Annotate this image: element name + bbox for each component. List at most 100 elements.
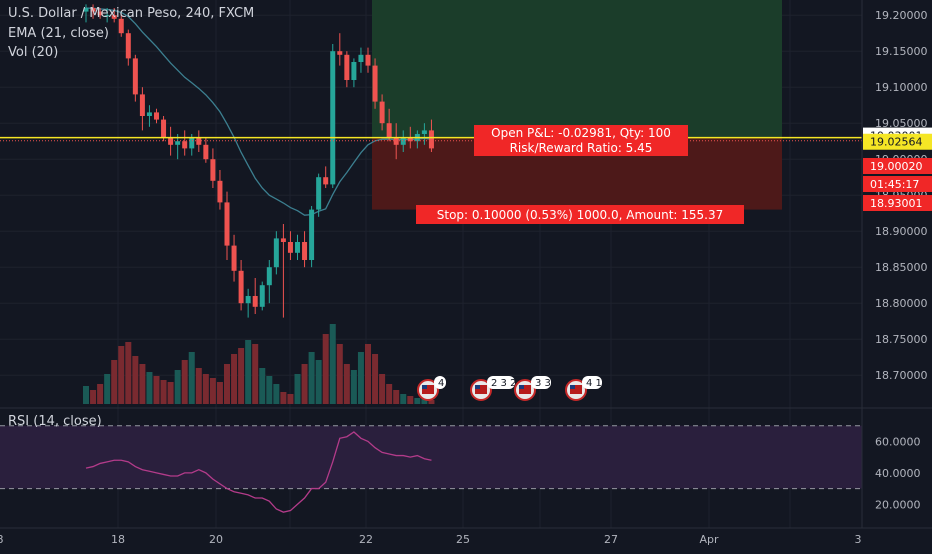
candle-body bbox=[428, 130, 434, 149]
candle-body bbox=[287, 242, 293, 253]
event-count-bg bbox=[487, 376, 515, 389]
volume-bar bbox=[400, 394, 407, 404]
price-tick-label: 19.15000 bbox=[875, 45, 928, 58]
volume-bar bbox=[308, 352, 315, 404]
event-icons: 4 2 3 2 3 3 4 1 bbox=[417, 376, 602, 401]
volume-bar bbox=[231, 354, 238, 404]
rsi-tick-label: 60.0000 bbox=[875, 435, 921, 448]
candle-body bbox=[238, 270, 244, 304]
candle-body bbox=[83, 8, 89, 12]
volume-bar bbox=[153, 376, 160, 404]
candle-body bbox=[245, 296, 251, 304]
rsi-tick-label: 40.0000 bbox=[875, 467, 921, 480]
volume-bar bbox=[139, 364, 146, 404]
candle-body bbox=[421, 130, 427, 134]
volume-bar bbox=[365, 344, 371, 404]
flag-stripes bbox=[422, 385, 434, 394]
red-price-badge: 19.00020 bbox=[870, 160, 923, 173]
candles bbox=[83, 4, 434, 318]
candle-body bbox=[379, 101, 385, 124]
candle-body bbox=[280, 238, 286, 242]
volume-bar bbox=[329, 324, 336, 404]
volume-bar bbox=[407, 396, 414, 404]
volume-bar bbox=[104, 374, 111, 404]
candle-body bbox=[154, 112, 159, 120]
ema-line bbox=[85, 7, 432, 216]
time-tick-label: Apr bbox=[699, 533, 719, 546]
rsi-panel bbox=[0, 407, 932, 513]
candle-body bbox=[203, 144, 209, 160]
countdown-badge: 01:45:17 bbox=[870, 178, 919, 191]
candle-body bbox=[118, 18, 124, 34]
volume-bar bbox=[202, 374, 209, 404]
time-tick-label: 8 bbox=[0, 533, 4, 546]
candle-body bbox=[189, 137, 195, 149]
volume-bar bbox=[216, 382, 223, 404]
volume-bar bbox=[252, 344, 259, 404]
vol-legend: Vol (20) bbox=[8, 45, 59, 60]
volume-bar bbox=[146, 372, 153, 404]
candle-body bbox=[302, 242, 308, 260]
volume-bar bbox=[315, 360, 322, 404]
ema-line bbox=[85, 7, 432, 216]
flag-stripes bbox=[570, 385, 582, 394]
stop-label: Stop: 0.10000 (0.53%) 1000.0, Amount: 15… bbox=[437, 208, 724, 222]
volume-bar bbox=[294, 374, 301, 404]
price-tick-label: 18.70000 bbox=[875, 369, 928, 382]
ema-legend: EMA (21, close) bbox=[8, 26, 109, 41]
volume-bar bbox=[195, 368, 202, 404]
volume-bar bbox=[350, 370, 357, 404]
target-zone bbox=[372, 0, 782, 138]
stop-price-badge-bg bbox=[863, 195, 932, 211]
candle-body bbox=[259, 285, 265, 307]
candle-body bbox=[132, 58, 138, 95]
candle-body bbox=[90, 8, 96, 12]
candle-body bbox=[337, 51, 343, 55]
last-price-badge-bg bbox=[863, 133, 932, 150]
price-tick-label: 19.10000 bbox=[875, 81, 928, 94]
candle-body bbox=[175, 141, 181, 145]
candle-body bbox=[323, 177, 329, 185]
candle-body bbox=[372, 65, 378, 102]
red-price-badge-bg bbox=[863, 158, 932, 174]
position-lines bbox=[0, 136, 862, 142]
candle-body bbox=[252, 296, 258, 307]
flag-canton bbox=[422, 385, 427, 389]
candle-body bbox=[407, 137, 413, 142]
candle-body bbox=[273, 238, 279, 268]
symbol-title: U.S. Dollar / Mexican Peso, 240, FXCM bbox=[8, 6, 255, 21]
price-tick-label: 19.20000 bbox=[875, 9, 928, 22]
volume-bar bbox=[111, 360, 118, 404]
time-tick-label: 27 bbox=[604, 533, 618, 546]
stop-price-badge: 18.93001 bbox=[870, 197, 923, 210]
event-count-bg bbox=[582, 376, 602, 389]
candle-body bbox=[161, 119, 167, 138]
candle-body bbox=[400, 137, 406, 145]
candle-body bbox=[125, 33, 131, 59]
volume-bar bbox=[372, 354, 379, 404]
pnl-label-bg bbox=[474, 125, 688, 156]
event-count: 4 bbox=[438, 378, 444, 389]
last-price-badge: 19.02564 bbox=[870, 136, 923, 149]
flag-canton bbox=[570, 385, 575, 389]
price-tick-label: 18.75000 bbox=[875, 333, 928, 346]
volume-bar bbox=[238, 348, 245, 404]
volume-bar bbox=[167, 382, 174, 404]
event-count: 2 3 2 bbox=[491, 378, 516, 389]
volume-bar bbox=[181, 360, 188, 404]
event-count: 4 1 bbox=[586, 378, 602, 389]
volume-bar bbox=[428, 400, 435, 404]
pnl-label: Open P&L: -0.02981, Qty: 100 bbox=[491, 126, 671, 140]
volume-bar bbox=[245, 340, 252, 404]
countdown-badge-bg bbox=[863, 176, 932, 192]
volume-bar bbox=[379, 374, 386, 404]
volume-bar bbox=[188, 352, 195, 404]
volume-bar bbox=[83, 386, 89, 404]
event-count-bg bbox=[531, 376, 551, 389]
candle-body bbox=[351, 62, 357, 80]
volume-bar bbox=[336, 344, 343, 404]
volume-bar bbox=[125, 342, 132, 404]
candle-body bbox=[139, 94, 145, 116]
